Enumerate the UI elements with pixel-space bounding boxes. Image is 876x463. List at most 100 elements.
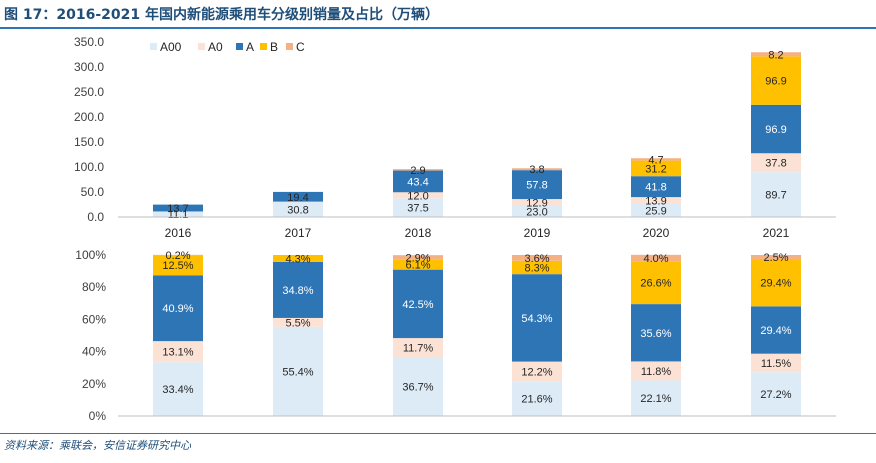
share-data-label: 33.4% <box>162 384 193 396</box>
share-data-label: 36.7% <box>402 381 433 393</box>
share-bar-a0-2020 <box>631 361 681 381</box>
volume-data-label: 96.9 <box>765 76 786 88</box>
volume-data-label: 13.7 <box>167 203 188 215</box>
volume-y-tick-label: 150.0 <box>74 135 104 149</box>
source-note: 资料来源：乘联会，安信证券研究中心 <box>4 439 191 452</box>
share-bar-a0-2019 <box>512 361 562 382</box>
share-data-label: 40.9% <box>162 303 193 315</box>
volume-data-label: 31.2 <box>645 163 666 175</box>
share-data-label: 35.6% <box>640 328 671 340</box>
volume-bar-a0-2019 <box>512 199 562 206</box>
volume-bar-a-2016 <box>153 204 203 212</box>
x-category-label: 2017 <box>285 226 312 240</box>
x-category-label: 2018 <box>405 226 432 240</box>
volume-bar-a0-2018 <box>393 192 443 199</box>
share-bar-a0-2016 <box>153 341 203 363</box>
share-data-label: 11.7% <box>403 342 434 354</box>
share-data-label: 29.4% <box>760 325 791 337</box>
volume-data-label: 30.8 <box>287 204 308 216</box>
share-data-label: 4.0% <box>643 253 668 265</box>
share-bar-c-2016 <box>153 254 203 256</box>
volume-data-label: 23.0 <box>526 206 547 218</box>
volume-bar-c-2021 <box>751 52 801 57</box>
share-bar-b-2018 <box>393 259 443 270</box>
volume-data-label: 37.8 <box>765 158 786 170</box>
volume-data-label: 43.4 <box>407 176 428 188</box>
volume-bar-a00-2021 <box>751 172 801 217</box>
share-bar-a0-2017 <box>273 317 323 327</box>
share-bar-c-2019 <box>512 255 562 261</box>
volume-bar-c-2019 <box>512 168 562 171</box>
volume-bar-a-2017 <box>273 191 323 202</box>
volume-y-tick-label: 300.0 <box>74 60 104 74</box>
volume-bar-c-2020 <box>631 158 681 161</box>
volume-data-label: 19.4 <box>287 192 308 204</box>
share-data-label: 8.3% <box>524 262 549 274</box>
volume-bar-a00-2017 <box>273 201 323 217</box>
volume-bar-c-2018 <box>393 169 443 171</box>
share-y-tick-label: 60% <box>82 312 106 326</box>
x-category-label: 2020 <box>643 226 670 240</box>
volume-data-label: 89.7 <box>765 190 786 202</box>
source-divider <box>0 433 876 434</box>
share-data-label: 13.1% <box>162 347 193 359</box>
share-bar-a-2017 <box>273 261 323 318</box>
share-data-label: 42.5% <box>402 299 433 311</box>
volume-y-tick-label: 100.0 <box>74 160 104 174</box>
volume-data-label: 25.9 <box>645 206 666 218</box>
volume-data-label: 41.8 <box>645 182 666 194</box>
x-category-label: 2021 <box>763 226 790 240</box>
legend-swatch-a00 <box>150 43 157 50</box>
share-y-tick-label: 20% <box>82 377 106 391</box>
x-category-label: 2019 <box>524 226 551 240</box>
share-data-label: 22.1% <box>640 393 671 405</box>
volume-data-label: 37.5 <box>407 203 428 215</box>
share-y-tick-label: 100% <box>75 248 106 262</box>
figure-title: 图 17：2016-2021 年国内新能源乘用车分级别销量及占比（万辆） <box>4 7 439 23</box>
share-data-label: 5.5% <box>285 317 310 329</box>
volume-y-tick-label: 50.0 <box>81 185 105 199</box>
volume-bar-a0-2020 <box>631 197 681 205</box>
legend-swatch-a <box>236 43 243 50</box>
share-y-tick-label: 80% <box>82 280 106 294</box>
legend-swatch-c <box>286 43 293 50</box>
share-bar-a00-2017 <box>273 326 323 416</box>
share-data-label: 21.6% <box>521 394 552 406</box>
share-data-label: 2.9% <box>405 252 430 264</box>
share-bar-b-2019 <box>512 260 562 275</box>
share-data-label: 3.6% <box>524 253 549 265</box>
volume-data-label: 2.9 <box>410 165 425 177</box>
volume-bar-a-2018 <box>393 170 443 193</box>
share-data-label: 0.2% <box>165 250 190 262</box>
volume-bar-a-2019 <box>512 170 562 200</box>
share-bar-a00-2019 <box>512 381 562 416</box>
title-divider <box>0 27 876 29</box>
volume-data-label: 57.8 <box>526 180 547 192</box>
volume-bar-a00-2019 <box>512 205 562 217</box>
volume-data-label: 12.9 <box>526 197 547 209</box>
legend-swatch-a0 <box>198 43 205 50</box>
share-bar-a-2021 <box>751 306 801 354</box>
share-bar-b-2020 <box>631 261 681 305</box>
x-category-label: 2016 <box>165 226 192 240</box>
share-y-tick-label: 40% <box>82 345 106 359</box>
share-bar-b-2021 <box>751 259 801 307</box>
volume-chart: 0.0 50.0 100.0 150.0 200.0 250.0 300.0 350.0 11.… <box>74 35 836 240</box>
share-bar-a00-2020 <box>631 380 681 416</box>
volume-y-tick-label: 350.0 <box>74 35 104 49</box>
volume-data-label: 11.1 <box>168 209 189 221</box>
share-data-label: 27.2% <box>760 389 791 401</box>
share-bar-a00-2018 <box>393 356 443 416</box>
legend-label-a0: A0 <box>208 40 223 54</box>
volume-y-tick-label: 250.0 <box>74 85 104 99</box>
share-bar-b-2017 <box>273 255 323 262</box>
legend-label-a00: A00 <box>160 40 182 54</box>
volume-data-label: 4.7 <box>648 154 663 166</box>
volume-bar-a00-2018 <box>393 198 443 217</box>
volume-data-label: 12.0 <box>407 190 428 202</box>
share-data-label: 11.8% <box>641 366 672 378</box>
legend-swatch-b <box>260 43 267 50</box>
share-bar-a0-2018 <box>393 338 443 357</box>
